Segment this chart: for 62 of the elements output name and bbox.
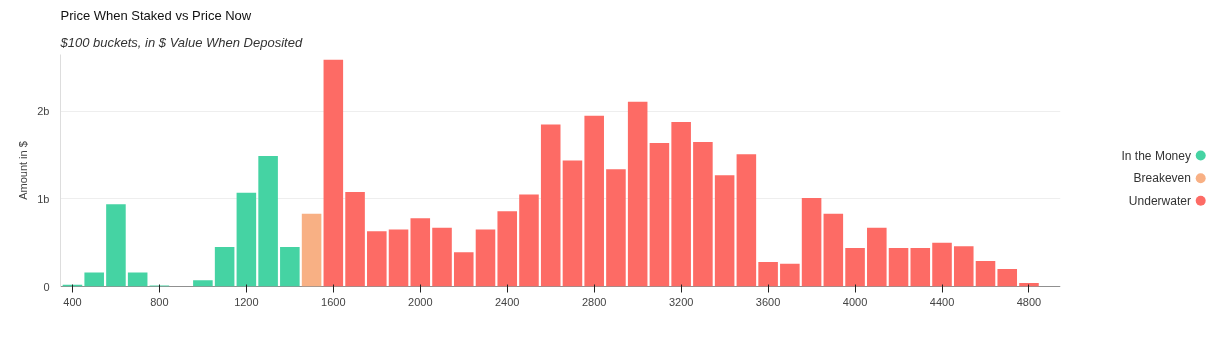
- bar: [910, 247, 931, 287]
- x-tick-label: 3200: [668, 295, 694, 308]
- bar: [301, 213, 322, 287]
- bar: [845, 247, 865, 287]
- bar: [453, 252, 474, 287]
- x-tick-label: 1600: [321, 295, 346, 308]
- chart-subtitle: $100 buckets, in $ Value When Deposited: [59, 34, 303, 50]
- bar: [367, 231, 387, 287]
- bar: [975, 261, 996, 287]
- bar: [519, 194, 539, 287]
- bar: [584, 115, 604, 287]
- bar: [997, 268, 1018, 287]
- bar: [323, 59, 344, 287]
- bar: [649, 142, 670, 287]
- bar: [953, 246, 974, 287]
- bar: [540, 124, 561, 287]
- bar: [127, 272, 148, 287]
- y-axis-title: Amount in $: [17, 141, 30, 200]
- x-tick-label: 2800: [581, 295, 607, 308]
- bar: [214, 247, 235, 287]
- legend-label: Underwater: [1128, 193, 1191, 208]
- x-tick-label: 800: [150, 295, 169, 308]
- chart-title: Price When Staked vs Price Now: [60, 7, 252, 23]
- bar: [693, 142, 713, 287]
- bar: [562, 160, 583, 287]
- bar: [106, 204, 126, 287]
- y-tick-label: 1b: [37, 192, 50, 205]
- x-tick-label: 1200: [234, 295, 259, 308]
- bar: [714, 175, 735, 287]
- y-tick-label: 0: [43, 280, 50, 293]
- legend-label: In the Money: [1121, 148, 1191, 163]
- x-tick-label: 4400: [929, 295, 955, 308]
- bar: [932, 242, 952, 287]
- bar: [671, 121, 691, 287]
- bar: [345, 191, 365, 287]
- bar: [801, 198, 822, 287]
- bar: [758, 261, 778, 287]
- bar: [84, 272, 104, 287]
- bar: [258, 156, 278, 287]
- x-tick-label: 2400: [495, 295, 520, 308]
- x-tick-label: 400: [63, 295, 82, 308]
- bar: [280, 247, 300, 287]
- bar: [736, 154, 757, 287]
- bar: [432, 227, 452, 287]
- bar: [410, 218, 431, 287]
- bar: [780, 263, 800, 287]
- bar: [627, 101, 648, 287]
- bar: [388, 229, 409, 287]
- bar: [236, 192, 257, 287]
- bar: [823, 213, 844, 287]
- bar: [867, 227, 887, 287]
- y-tick-label: 2b: [37, 105, 50, 118]
- x-tick-label: 3600: [755, 295, 781, 308]
- bar: [606, 169, 626, 287]
- x-tick-label: 4000: [842, 295, 868, 308]
- bar: [193, 280, 213, 287]
- x-tick-label: 4800: [1016, 295, 1042, 308]
- bar: [888, 247, 909, 287]
- bar: [497, 211, 518, 287]
- x-tick-label: 2000: [408, 295, 433, 308]
- legend-label: Breakeven: [1133, 171, 1191, 186]
- bar: [475, 229, 496, 287]
